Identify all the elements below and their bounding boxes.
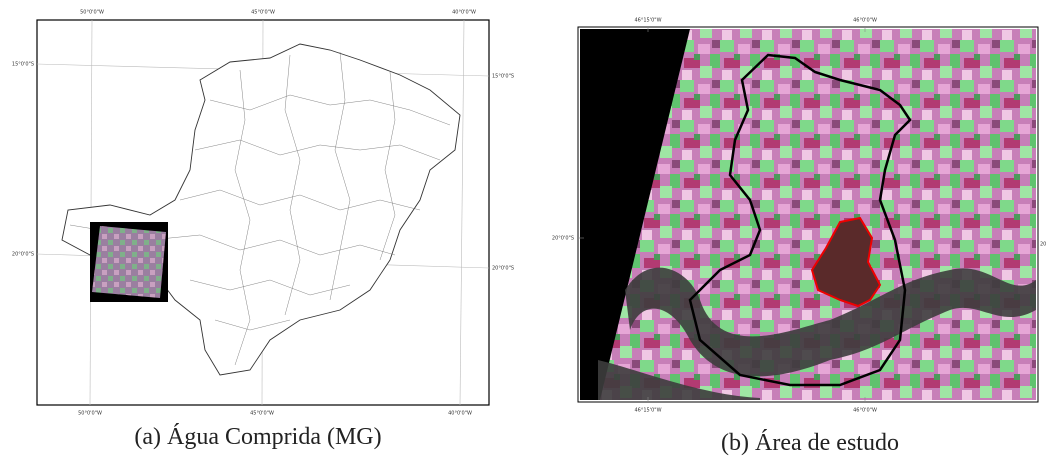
bottom-coord-label: 50°0'0"W (78, 411, 102, 417)
figure: 50°0'0"W 45°0'0"W 40°0'0"W 50°0'0"W 45°0'0"W… (0, 0, 1046, 459)
top-coord-label: 46°15'0"W (634, 18, 661, 24)
page: {"panels": [ {"caption": "(a) Água Compr… (0, 0, 1046, 459)
inset-image (92, 226, 166, 298)
top-coord-label: 40°0'0"W (452, 10, 476, 16)
body: 50°0'0"W 45°0'0"W 40°0'0"W 50°0'0"W 45°0'0"W… (0, 0, 1046, 459)
bottom-coord-label: 46°0'0"W (853, 408, 877, 414)
bottom-coord-label: 46°15'0"W (634, 408, 661, 414)
top-coord-label: 50°0'0"W (80, 10, 104, 16)
top-coord-label: 46°0'0"W (853, 18, 877, 24)
left-coord-label: 15°0'0"S (12, 62, 34, 68)
left-coord-label: 20°0'0"S (12, 252, 34, 258)
top-coord-label: 45°0'0"W (251, 10, 275, 16)
caption: (a) Água Comprida (MG) (134, 424, 381, 450)
left-coord-label: 20°0'0"S (552, 236, 574, 242)
right-coord-label: 20° (1040, 242, 1046, 248)
right-coord-label: 15°0'0"S (492, 74, 514, 80)
right-coord-label: 20°0'0"S (492, 266, 514, 272)
bottom-coord-label: 45°0'0"W (250, 411, 274, 417)
caption: (b) Área de estudo (721, 430, 899, 456)
bottom-coord-label: 40°0'0"W (448, 411, 472, 417)
